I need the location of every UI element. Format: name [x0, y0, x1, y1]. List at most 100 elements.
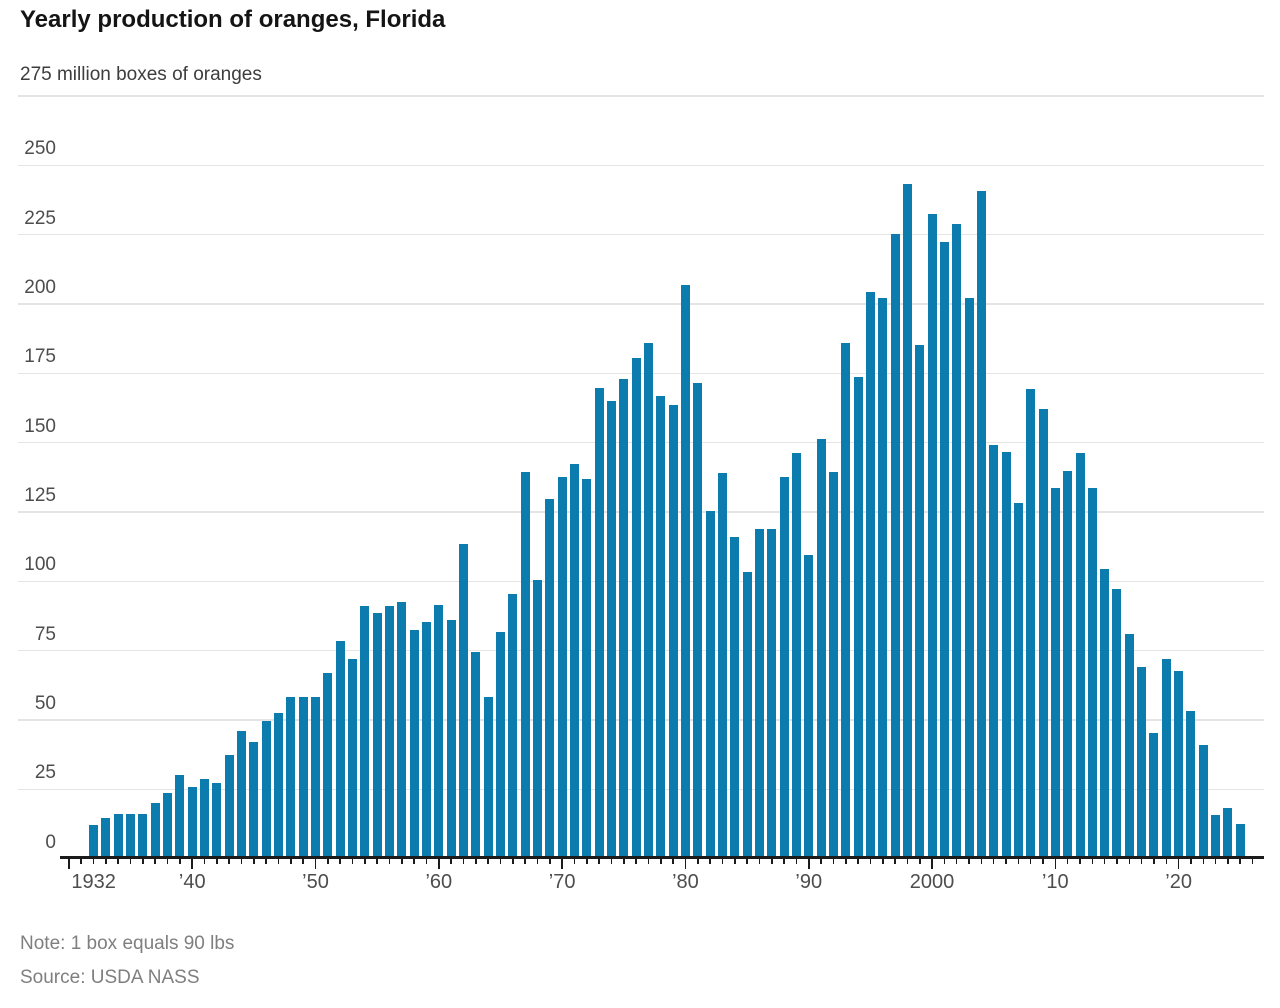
bar-1993	[841, 342, 851, 859]
minor-tick-2017	[1140, 859, 1143, 864]
minor-tick-2006	[1005, 859, 1007, 864]
bar-1935	[126, 814, 136, 859]
minor-tick-1951	[327, 859, 329, 864]
minor-tick-2018	[1153, 859, 1155, 864]
bar-1944	[237, 731, 247, 859]
minor-tick-1937	[154, 859, 157, 864]
minor-tick-1932	[92, 859, 95, 864]
minor-tick-2002	[955, 859, 958, 864]
minor-tick-1954	[364, 859, 366, 864]
bar-1942	[212, 783, 222, 859]
minor-tick-1986	[758, 859, 761, 864]
bar-1991	[816, 439, 826, 859]
minor-tick-1979	[672, 859, 674, 864]
bar-2024	[1223, 808, 1233, 859]
minor-tick-1989	[795, 859, 798, 864]
minor-tick-1994	[857, 859, 859, 864]
gridline-25	[18, 788, 1264, 791]
minor-tick-1953	[351, 859, 354, 864]
bar-1957	[397, 602, 407, 859]
x-tick-label-2010: ’10	[1041, 871, 1069, 893]
minor-tick-1985	[746, 859, 748, 864]
bar-1954	[360, 605, 370, 859]
bar-1959	[422, 621, 431, 859]
bar-2014	[1100, 569, 1110, 859]
minor-tick-1946	[265, 859, 267, 864]
bar-2004	[976, 190, 986, 859]
bar-1955	[372, 613, 382, 859]
y-tick-label-50: 50	[34, 692, 56, 714]
bar-1943	[224, 754, 234, 859]
minor-tick-1944	[240, 859, 243, 864]
minor-tick-1969	[549, 859, 551, 864]
bar-1986	[754, 528, 764, 859]
minor-tick-2025	[1239, 859, 1242, 864]
bar-2006	[1001, 451, 1011, 859]
minor-tick-2003	[968, 859, 970, 864]
bar-1996	[878, 298, 888, 859]
bar-1989	[791, 453, 801, 859]
gridline-100	[18, 580, 1264, 583]
bar-2002	[952, 224, 962, 859]
bar-1968	[532, 579, 542, 859]
minor-tick-1968	[536, 859, 539, 864]
bar-2009	[1038, 409, 1048, 859]
bar-1938	[163, 792, 173, 859]
gridline-225	[18, 233, 1264, 236]
minor-tick-1988	[783, 859, 785, 864]
minor-tick-1934	[117, 859, 120, 864]
x-tick-label-2000: 2000	[909, 871, 955, 893]
bar-1995	[865, 291, 875, 859]
chart-note: Note: 1 box equals 90 lbs	[20, 933, 235, 954]
minor-tick-1935	[129, 859, 132, 864]
bar-2020	[1174, 671, 1184, 859]
minor-tick-2021	[1190, 859, 1192, 864]
minor-tick-2013	[1091, 859, 1094, 864]
major-tick-2020	[1177, 859, 1180, 869]
minor-tick-1963	[475, 859, 477, 864]
minor-tick-1987	[770, 859, 773, 864]
gridline-75	[18, 649, 1264, 652]
x-tick-label-1950: ’50	[302, 871, 329, 893]
bar-2008	[1026, 388, 1036, 859]
major-tick-1930	[68, 859, 70, 869]
bar-1967	[520, 471, 530, 859]
x-tick-label-1940: ’40	[178, 871, 206, 893]
bar-1985	[742, 572, 752, 859]
bar-1945	[249, 741, 259, 859]
minor-tick-1975	[622, 859, 625, 864]
major-tick-1970	[561, 859, 563, 869]
minor-tick-1931	[80, 859, 83, 864]
bar-1977	[643, 343, 653, 859]
minor-tick-2026	[1251, 859, 1254, 864]
bar-2011	[1063, 470, 1073, 859]
bar-1970	[557, 476, 567, 859]
minor-tick-1952	[339, 859, 341, 864]
minor-tick-1981	[696, 859, 699, 864]
bar-1974	[606, 401, 616, 859]
y-axis-unit-label: 275 million boxes of oranges	[20, 64, 262, 85]
minor-tick-1964	[487, 859, 489, 864]
minor-tick-1949	[302, 859, 304, 864]
minor-tick-1983	[721, 859, 724, 864]
bar-2007	[1013, 502, 1023, 859]
bar-1962	[459, 544, 468, 859]
minor-tick-2014	[1103, 859, 1106, 864]
minor-tick-1995	[869, 859, 872, 864]
bar-1932	[89, 825, 99, 859]
y-tick-label-75: 75	[34, 623, 56, 645]
y-tick-label-225: 225	[24, 207, 56, 229]
bar-1951	[323, 672, 333, 859]
bar-2025	[1235, 823, 1245, 859]
bar-1980	[680, 285, 690, 859]
bar-1960	[434, 605, 444, 859]
minor-tick-1941	[203, 859, 206, 864]
bar-2019	[1161, 658, 1171, 859]
minor-tick-1972	[586, 859, 588, 864]
minor-tick-2007	[1017, 859, 1020, 864]
bar-1963	[471, 652, 481, 859]
bar-1990	[804, 554, 814, 859]
minor-tick-2019	[1165, 859, 1168, 864]
bar-2017	[1137, 666, 1147, 859]
minor-tick-2024	[1227, 859, 1229, 864]
